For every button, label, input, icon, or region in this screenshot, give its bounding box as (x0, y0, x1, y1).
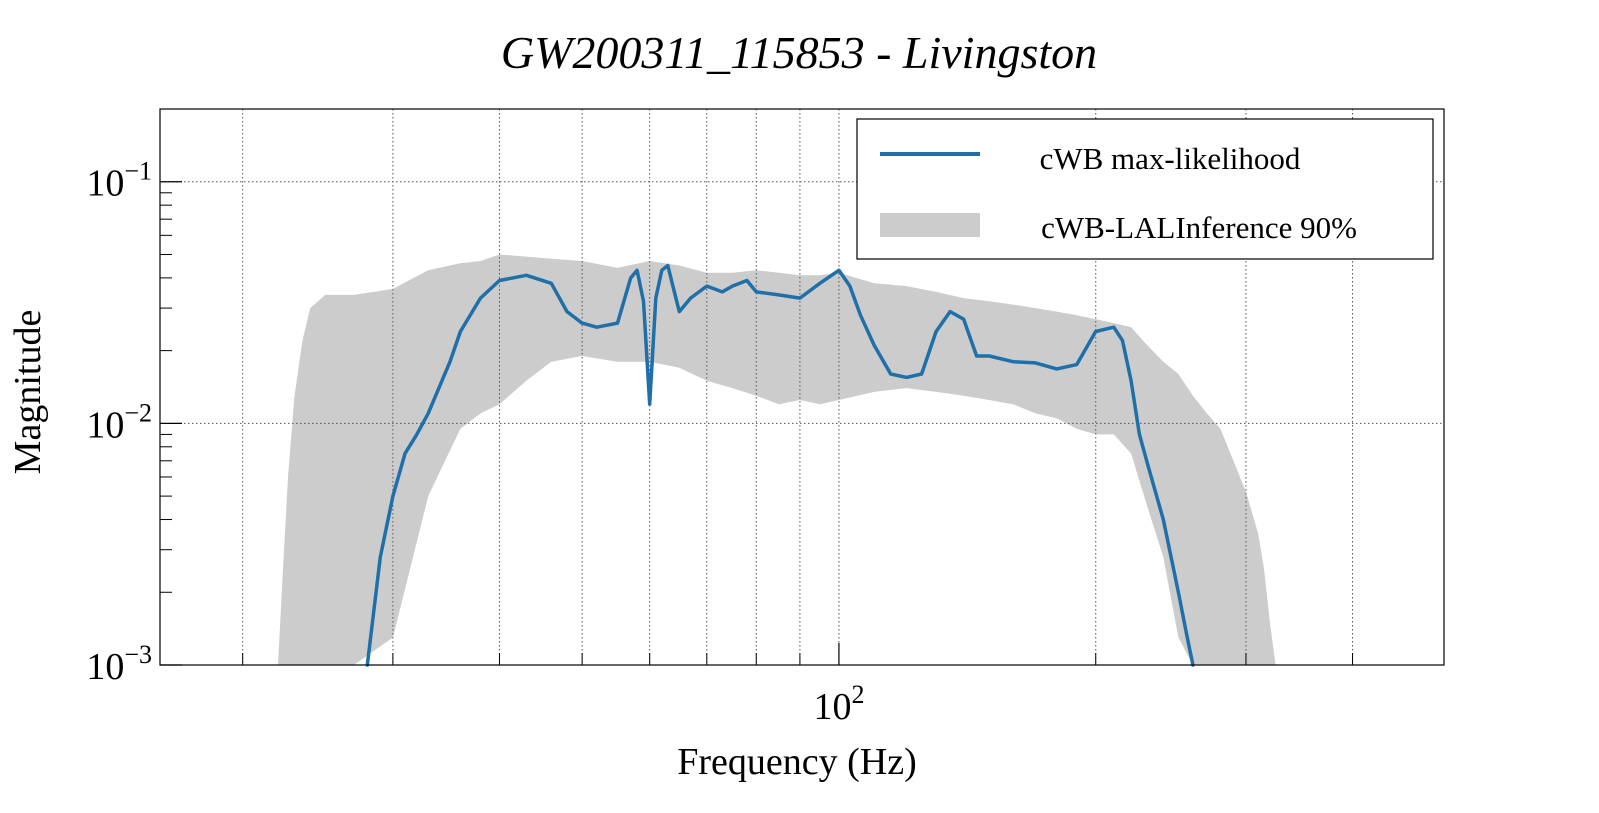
max-likelihood-line (365, 263, 1195, 667)
legend-label-band: cWB-LALInference 90% (1041, 210, 1357, 245)
y-tick-label: 10−3 (86, 640, 152, 688)
plot-frame (159, 108, 1445, 666)
x-axis-label: Frequency (Hz) (677, 741, 917, 783)
tick-layer (160, 108, 1354, 666)
y-tick-label: 10−2 (86, 398, 152, 446)
legend: cWB max-likelihood cWB-LALInference 90% (856, 118, 1434, 260)
y-tick-label: 10−1 (86, 157, 152, 205)
y-axis-label: Magnitude (7, 310, 49, 475)
tick-label-layer: 10−3 10−2 10−1 102 (86, 157, 864, 728)
chart-title: GW200311_115853 - Livingston (501, 27, 1097, 78)
confidence-band-layer (278, 254, 1276, 665)
legend-band-swatch (880, 213, 980, 237)
legend-label-max-likelihood: cWB max-likelihood (1040, 141, 1301, 176)
confidence-band (278, 254, 1276, 665)
max-likelihood-layer (365, 263, 1195, 667)
x-tick-label: 102 (813, 680, 864, 728)
